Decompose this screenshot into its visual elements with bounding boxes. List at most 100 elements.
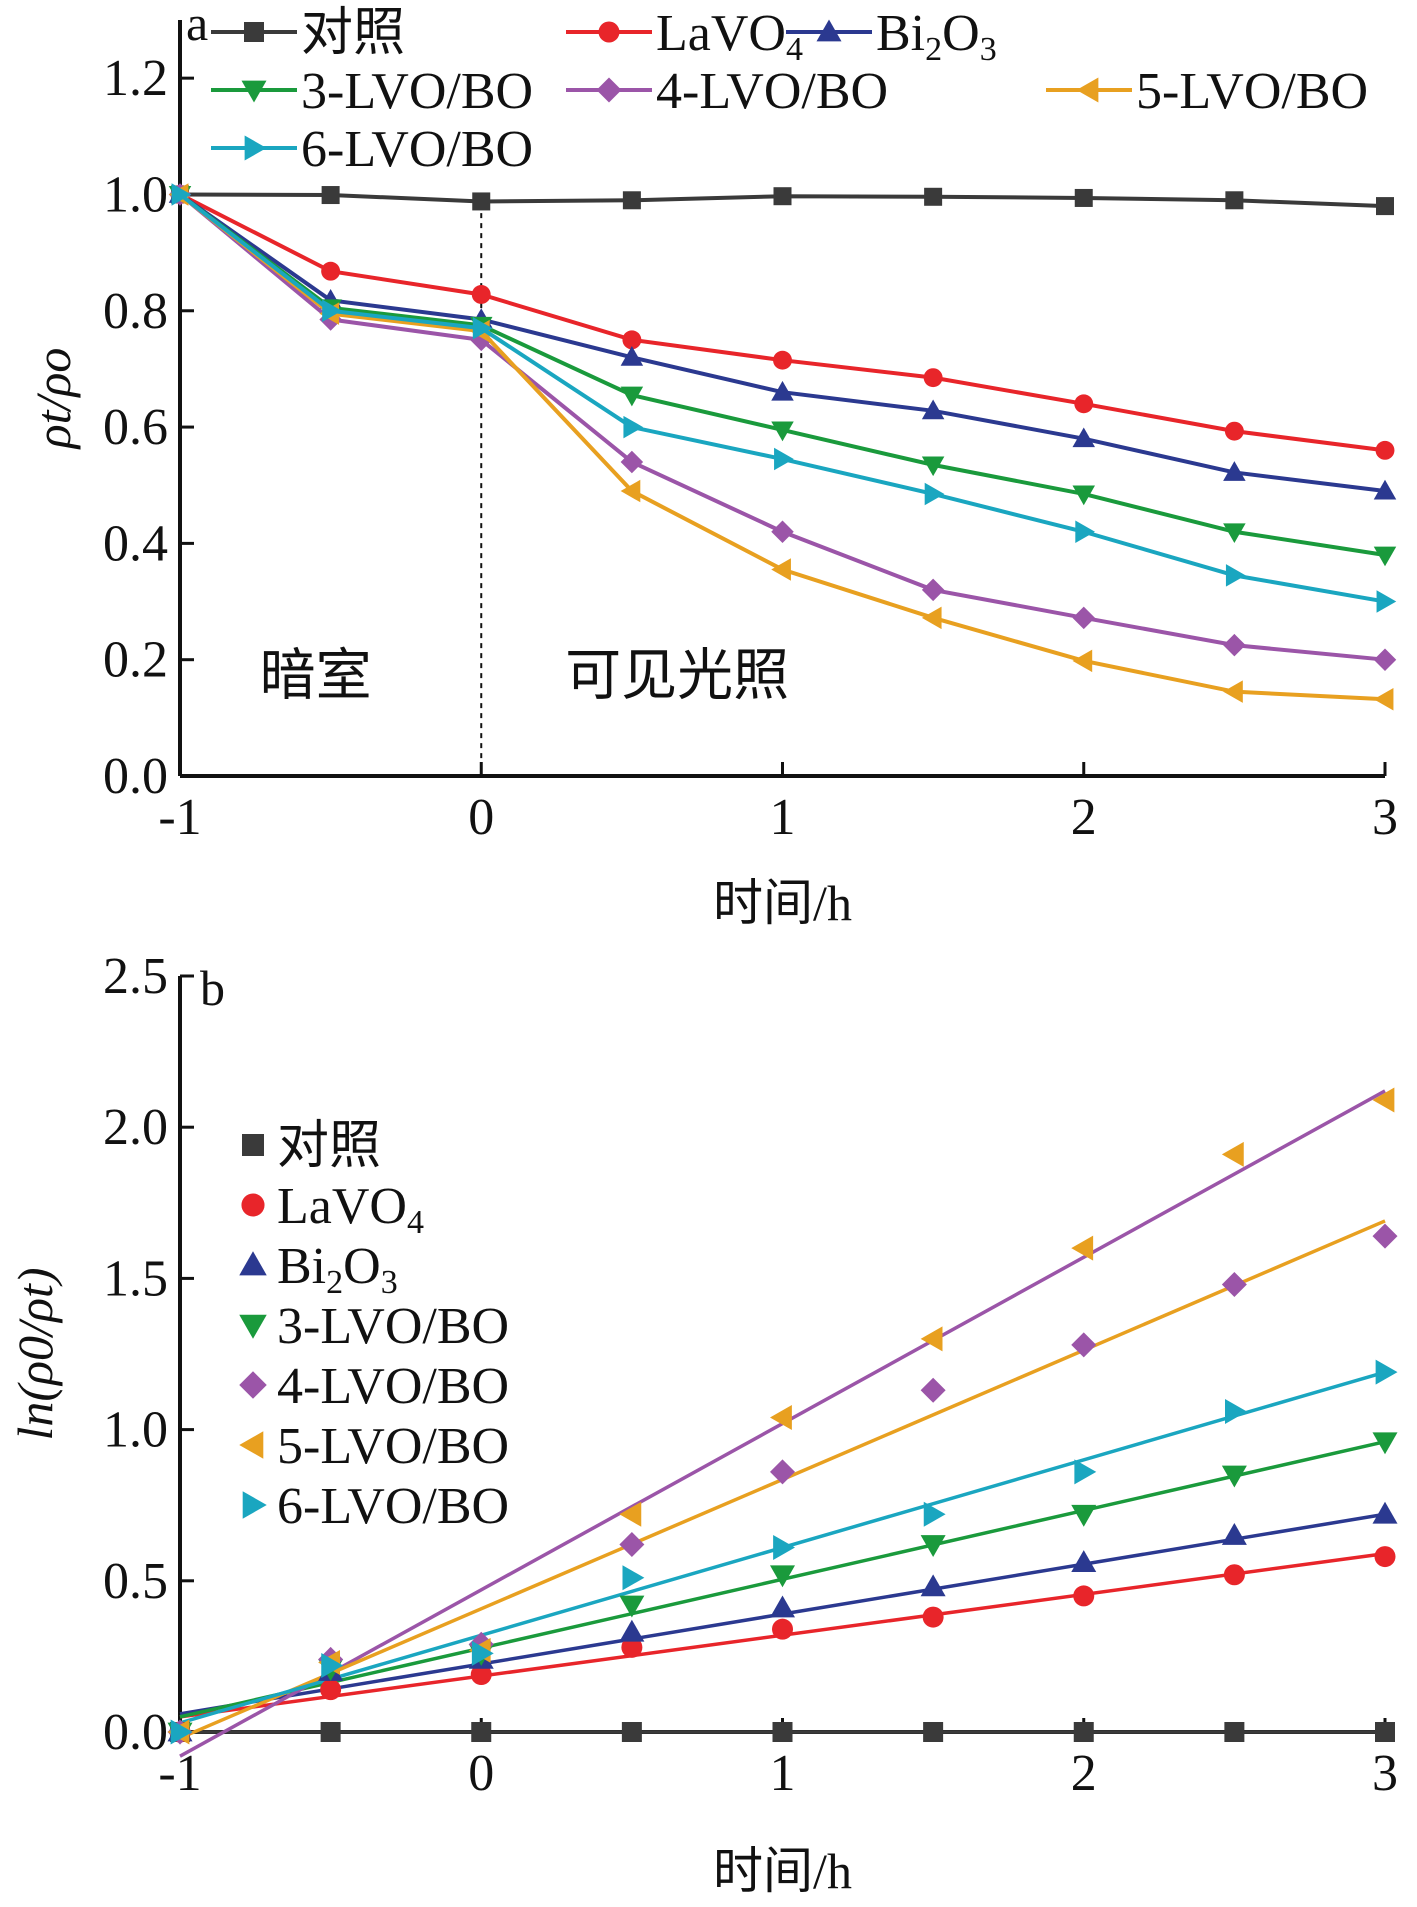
legend-label-lavo4: LaVO4 — [277, 1178, 424, 1241]
x-tick-label: 2 — [1071, 1745, 1097, 1802]
data-point-control — [1074, 188, 1093, 207]
legend-marker-control — [242, 1134, 264, 1156]
data-point-5-lvo-bo — [1221, 1141, 1244, 1167]
legend-label-5-lvo-bo: 5-LVO/BO — [277, 1418, 509, 1475]
y-tick-label: 0.5 — [103, 1553, 168, 1610]
data-point-4-lvo-bo — [770, 1459, 795, 1485]
data-point-5-lvo-bo — [920, 1326, 943, 1352]
data-point-control — [1073, 1722, 1094, 1742]
data-point-6-lvo-bo — [1074, 1459, 1097, 1485]
x-tick-label: 1 — [770, 1745, 796, 1802]
data-point-4-lvo-bo — [771, 520, 794, 544]
data-point-5-lvo-bo — [620, 479, 641, 503]
data-point-lavo4 — [622, 330, 642, 350]
chart-panel-b: -1 0 1 2 30.00.51.01.52.02.5时间/hln(ρ0/ρt)b对照… — [7, 948, 1398, 1899]
region-label-dark: 暗室 — [260, 646, 372, 708]
data-point-3-lvo-bo — [1372, 1432, 1398, 1455]
data-point-bi2o3 — [921, 399, 945, 420]
data-point-bi2o3 — [771, 380, 794, 401]
data-point-6-lvo-bo — [321, 1652, 344, 1678]
data-point-bi2o3 — [1372, 1501, 1398, 1524]
data-point-control — [1225, 191, 1244, 210]
legend-marker-5-lvo-bo — [1076, 77, 1099, 103]
data-point-control — [1224, 1722, 1245, 1742]
data-point-3-lvo-bo — [1373, 546, 1397, 567]
data-point-6-lvo-bo — [472, 316, 493, 340]
data-point-lavo4 — [922, 1606, 944, 1628]
data-point-lavo4 — [773, 350, 792, 370]
data-point-control — [773, 187, 792, 206]
legend-marker-6-lvo-bo — [242, 1491, 267, 1519]
data-point-5-lvo-bo — [771, 558, 791, 581]
data-point-4-lvo-bo — [1071, 1332, 1097, 1358]
data-point-6-lvo-bo — [1225, 564, 1246, 587]
legend-marker-bi2o3 — [816, 19, 842, 42]
data-point-3-lvo-bo — [1223, 523, 1246, 544]
x-tick-label: 3 — [1372, 1745, 1398, 1802]
data-point-6-lvo-bo — [622, 1565, 645, 1591]
data-point-3-lvo-bo — [619, 1595, 645, 1618]
data-point-lavo4 — [470, 1664, 492, 1686]
legend-marker-6-lvo-bo — [244, 135, 267, 161]
data-point-6-lvo-bo — [1225, 1398, 1247, 1424]
y-tick-label: 0.0 — [103, 1704, 168, 1761]
data-point-3-lvo-bo — [920, 1535, 946, 1558]
series-line-bi2o3 — [178, 192, 1386, 494]
data-point-control — [622, 191, 641, 210]
data-point-lavo4 — [772, 1618, 793, 1640]
data-point-control — [472, 192, 491, 211]
data-point-bi2o3 — [920, 1574, 946, 1597]
data-point-6-lvo-bo — [923, 1501, 946, 1527]
legend-marker-control — [244, 22, 264, 42]
legend-marker-4-lvo-bo — [596, 77, 622, 103]
legend-label-3-lvo-bo: 3-LVO/BO — [277, 1298, 509, 1355]
data-point-5-lvo-bo — [1223, 680, 1243, 703]
legend-marker-bi2o3 — [239, 1251, 267, 1276]
data-point-bi2o3 — [619, 1619, 645, 1642]
data-point-bi2o3 — [1071, 1550, 1097, 1573]
y-tick-label: 2.5 — [103, 948, 168, 1005]
data-point-control — [924, 187, 943, 206]
x-tick-label: 1 — [770, 789, 796, 846]
data-point-control — [320, 1722, 341, 1742]
data-point-4-lvo-bo — [620, 450, 644, 474]
data-point-control — [621, 1722, 642, 1742]
y-tick-label: 0.2 — [103, 632, 168, 689]
panel-label: a — [186, 0, 208, 51]
data-point-4-lvo-bo — [619, 1532, 645, 1558]
x-tick-label: -1 — [158, 789, 201, 846]
data-point-5-lvo-bo — [1072, 649, 1093, 673]
data-point-6-lvo-bo — [1375, 1359, 1398, 1385]
legend-marker-lavo4 — [241, 1193, 265, 1217]
data-point-4-lvo-bo — [1223, 633, 1246, 657]
data-point-6-lvo-bo — [322, 299, 342, 323]
data-point-3-lvo-bo — [1072, 485, 1095, 506]
data-point-lavo4 — [1223, 1564, 1245, 1586]
data-point-control — [772, 1722, 793, 1742]
legend-label-3-lvo-bo: 3-LVO/BO — [301, 63, 533, 120]
y-tick-label: 0.4 — [103, 515, 168, 572]
y-tick-label: 1.0 — [103, 166, 168, 223]
data-point-6-lvo-bo — [924, 482, 945, 506]
data-point-control — [471, 1722, 492, 1742]
data-point-5-lvo-bo — [1071, 1235, 1094, 1261]
x-tick-label: 0 — [468, 789, 494, 846]
legend-marker-3-lvo-bo — [239, 1314, 267, 1339]
y-tick-label: 0.6 — [103, 399, 168, 456]
x-tick-label: 2 — [1071, 789, 1097, 846]
legend-label-4-lvo-bo: 4-LVO/BO — [656, 63, 888, 120]
data-point-bi2o3 — [770, 1595, 795, 1618]
data-point-control — [923, 1722, 944, 1742]
data-point-4-lvo-bo — [1072, 606, 1095, 630]
data-point-lavo4 — [471, 285, 491, 304]
y-tick-label: 2.0 — [103, 1099, 168, 1156]
data-point-lavo4 — [1074, 394, 1094, 414]
data-point-5-lvo-bo — [619, 1501, 642, 1527]
data-point-6-lvo-bo — [170, 1719, 193, 1745]
x-tick-label: 0 — [468, 1745, 494, 1802]
legend-label-5-lvo-bo: 5-LVO/BO — [1136, 63, 1368, 120]
data-point-bi2o3 — [620, 346, 644, 366]
legend-label-bi2o3: Bi2O3 — [277, 1238, 398, 1301]
x-tick-label: 3 — [1372, 789, 1398, 846]
